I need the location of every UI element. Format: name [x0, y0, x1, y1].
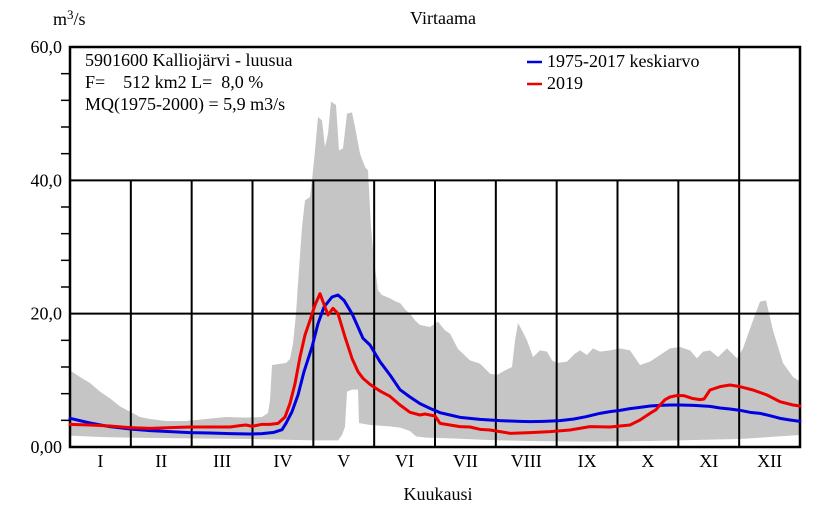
- month-label-IV: IV: [273, 451, 292, 471]
- month-label-XII: XII: [757, 451, 782, 471]
- station-mq-info: MQ(1975-2000) = 5,9 m3/s: [85, 94, 285, 115]
- month-label-VIII: VIII: [511, 451, 542, 471]
- y-axis-minor-ticks: [61, 72, 70, 422]
- y-tick-label-20: 20,0: [31, 304, 63, 324]
- series-line-current-year: [68, 292, 802, 435]
- plot-border: [68, 45, 802, 449]
- legend-label-0: 1975-2017 keskiarvo: [547, 51, 699, 71]
- station-info: 5901600 Kalliojärvi - luusua F= 512 km2 …: [85, 50, 292, 115]
- gridlines: [70, 47, 800, 447]
- month-label-III: III: [213, 451, 231, 471]
- y-axis-unit-label: m3/s: [53, 7, 86, 29]
- chart-title: Virtaama: [410, 8, 476, 28]
- legend-label-1: 2019: [547, 73, 583, 93]
- month-label-V: V: [337, 451, 350, 471]
- month-label-X: X: [641, 451, 654, 471]
- series-lines: [68, 292, 802, 436]
- month-label-VI: VI: [395, 451, 414, 471]
- series-line-average: [68, 293, 802, 436]
- station-name: 5901600 Kalliojärvi - luusua: [85, 50, 292, 70]
- y-axis-tick-labels: 0,00 20,0 40,0 60,0: [31, 37, 63, 457]
- station-area-info: F= 512 km2 L= 8,0 %: [85, 72, 263, 92]
- month-label-I: I: [97, 451, 103, 471]
- y-tick-label-0: 0,00: [31, 437, 63, 457]
- y-tick-label-40: 40,0: [31, 170, 63, 190]
- x-axis-title: Kuukausi: [404, 484, 473, 504]
- month-label-XI: XI: [699, 451, 718, 471]
- month-label-II: II: [155, 451, 167, 471]
- x-axis-month-labels: I II III IV V VI VII VIII IX X XI XII: [97, 451, 782, 471]
- month-label-VII: VII: [453, 451, 478, 471]
- y-tick-label-60: 60,0: [31, 37, 63, 57]
- month-label-IX: IX: [578, 451, 597, 471]
